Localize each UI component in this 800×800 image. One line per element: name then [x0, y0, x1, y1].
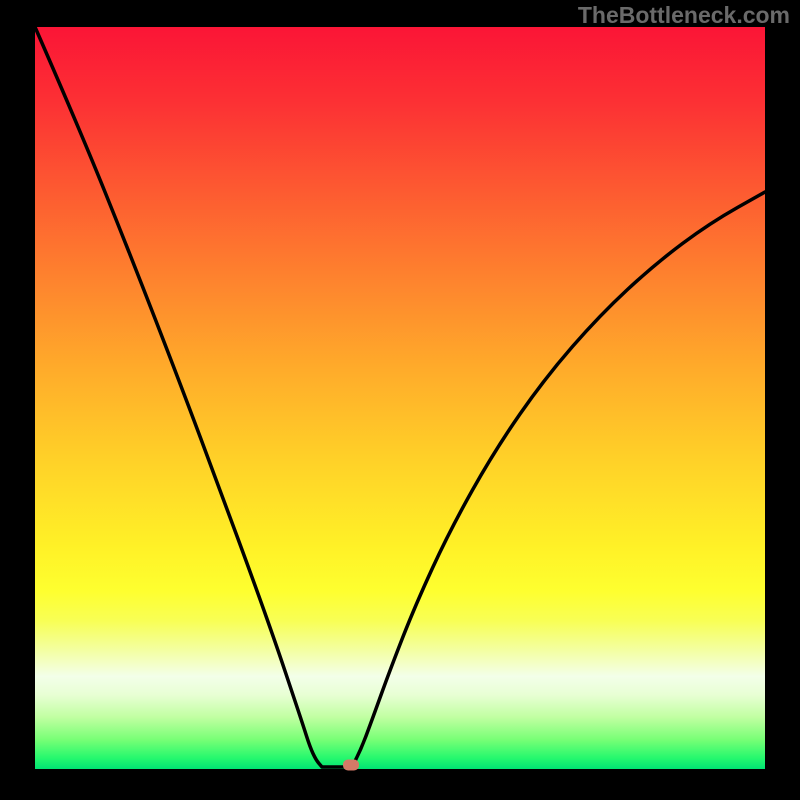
chart-container: { "watermark": { "text": "TheBottleneck.…: [0, 0, 800, 800]
plot-background: [35, 27, 765, 769]
watermark-text: TheBottleneck.com: [578, 2, 790, 29]
bottleneck-chart: [0, 0, 800, 800]
optimal-point-marker: [343, 760, 359, 771]
